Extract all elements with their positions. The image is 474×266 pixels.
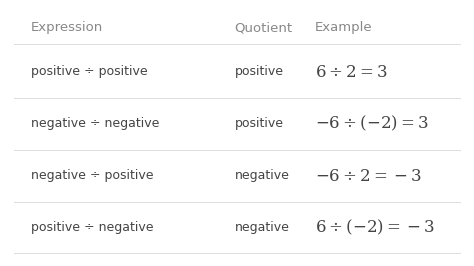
- Text: positive: positive: [235, 65, 283, 78]
- Text: positive ÷ negative: positive ÷ negative: [31, 221, 153, 234]
- Text: negative: negative: [235, 221, 290, 234]
- Text: negative ÷ negative: negative ÷ negative: [31, 117, 159, 130]
- Text: Expression: Expression: [31, 22, 103, 34]
- Text: positive: positive: [235, 117, 283, 130]
- Text: negative ÷ positive: negative ÷ positive: [31, 169, 153, 182]
- Text: $-6 \div (-2) = 3$: $-6 \div (-2) = 3$: [315, 114, 429, 133]
- Text: Example: Example: [315, 22, 373, 34]
- Text: $-6 \div 2 = -3$: $-6 \div 2 = -3$: [315, 167, 422, 185]
- Text: positive ÷ positive: positive ÷ positive: [31, 65, 147, 78]
- Text: $6 \div (-2) = -3$: $6 \div (-2) = -3$: [315, 218, 435, 237]
- Text: Quotient: Quotient: [235, 22, 293, 34]
- Text: $6 \div 2 = 3$: $6 \div 2 = 3$: [315, 63, 388, 81]
- Text: negative: negative: [235, 169, 290, 182]
